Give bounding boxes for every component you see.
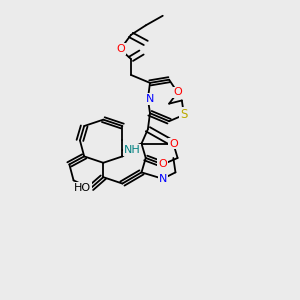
Text: O: O	[116, 44, 125, 54]
Text: S: S	[180, 108, 188, 121]
Text: O: O	[169, 139, 178, 148]
Text: O: O	[173, 88, 182, 98]
Text: NH: NH	[124, 145, 140, 155]
Text: N: N	[146, 94, 154, 104]
Text: O: O	[158, 159, 167, 170]
Text: HO: HO	[74, 183, 91, 194]
Text: N: N	[159, 174, 167, 184]
